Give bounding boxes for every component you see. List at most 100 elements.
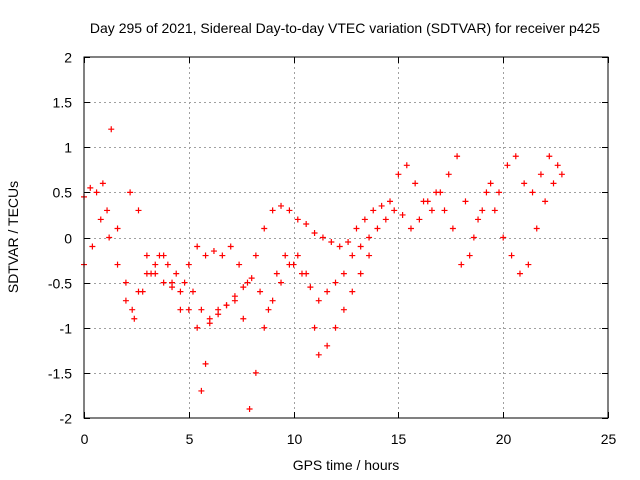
data-point (294, 216, 301, 223)
data-point (236, 261, 243, 268)
data-point (521, 180, 528, 187)
y-tick-label: -1.5 (48, 366, 72, 382)
data-point (370, 207, 377, 214)
data-point (336, 243, 343, 250)
data-point (315, 297, 322, 304)
data-point (366, 252, 373, 259)
data-point (202, 252, 209, 259)
data-point (512, 153, 519, 160)
data-point (307, 284, 314, 291)
data-point (269, 207, 276, 214)
data-point (416, 216, 423, 223)
data-point (131, 315, 138, 322)
x-tick-label: 20 (496, 431, 512, 447)
data-point (265, 306, 272, 313)
data-point (231, 297, 238, 304)
data-point (332, 324, 339, 331)
data-point (164, 261, 171, 268)
data-point (315, 351, 322, 358)
data-point (353, 225, 360, 232)
data-point (278, 202, 285, 209)
data-point (194, 243, 201, 250)
x-tick-label: 0 (81, 431, 89, 447)
data-point (210, 248, 217, 255)
data-point (533, 225, 540, 232)
y-axis-label: SDTVAR / TECUs (5, 181, 21, 293)
x-tick-label: 25 (601, 431, 617, 447)
data-point (139, 288, 146, 295)
y-tick-label: -2 (60, 411, 73, 427)
data-point (223, 302, 230, 309)
data-point (114, 225, 121, 232)
y-tick-labels: -2 -1.5 -1 -0.5 0 0.5 1 1.5 2 (48, 50, 72, 427)
data-point (215, 306, 222, 313)
data-point (246, 405, 253, 412)
data-point (108, 126, 115, 133)
data-point (206, 315, 213, 322)
data-point (441, 207, 448, 214)
data-point (483, 189, 490, 196)
data-point (374, 225, 381, 232)
data-point (504, 162, 511, 169)
data-point (219, 252, 226, 259)
data-point (152, 261, 159, 268)
data-point (122, 279, 129, 286)
data-point (185, 306, 192, 313)
data-point (424, 198, 431, 205)
data-point (487, 180, 494, 187)
data-point (97, 216, 104, 223)
data-point (366, 234, 373, 241)
data-point (399, 211, 406, 218)
data-point (403, 162, 410, 169)
data-point (412, 180, 419, 187)
data-point (311, 324, 318, 331)
data-point (529, 189, 536, 196)
data-point (554, 162, 561, 169)
data-point (127, 189, 134, 196)
data-point (257, 288, 264, 295)
data-point (177, 306, 184, 313)
data-points (81, 126, 565, 412)
data-point (357, 270, 364, 277)
data-point (458, 261, 465, 268)
chart-title: Day 295 of 2021, Sidereal Day-to-day VTE… (90, 20, 600, 36)
data-point (122, 297, 129, 304)
data-point (278, 279, 285, 286)
data-point (106, 234, 113, 241)
data-point (496, 189, 503, 196)
data-point (240, 284, 247, 291)
y-tick-label: 0 (64, 231, 72, 247)
x-tick-labels: 0 5 10 15 20 25 (81, 431, 617, 447)
plot-frame (83, 56, 609, 419)
data-point (475, 216, 482, 223)
data-point (286, 207, 293, 214)
data-point (252, 369, 259, 376)
x-tick-label: 5 (186, 431, 194, 447)
data-point (382, 216, 389, 223)
data-point (319, 234, 326, 241)
data-point (135, 207, 142, 214)
data-point (324, 342, 331, 349)
data-point (189, 288, 196, 295)
data-point (349, 288, 356, 295)
data-point (152, 270, 159, 277)
data-point (303, 220, 310, 227)
data-point (87, 184, 94, 191)
data-point (378, 202, 385, 209)
data-point (177, 288, 184, 295)
data-point (311, 229, 318, 236)
data-point (324, 288, 331, 295)
data-point (542, 198, 549, 205)
data-point (550, 180, 557, 187)
data-point (194, 324, 201, 331)
data-point (357, 243, 364, 250)
data-point (248, 275, 255, 282)
data-point (252, 252, 259, 259)
data-point (261, 225, 268, 232)
data-point (508, 252, 515, 259)
data-point (198, 306, 205, 313)
data-point (261, 324, 268, 331)
axis-ticks (84, 57, 609, 419)
data-point (269, 297, 276, 304)
data-point (332, 279, 339, 286)
